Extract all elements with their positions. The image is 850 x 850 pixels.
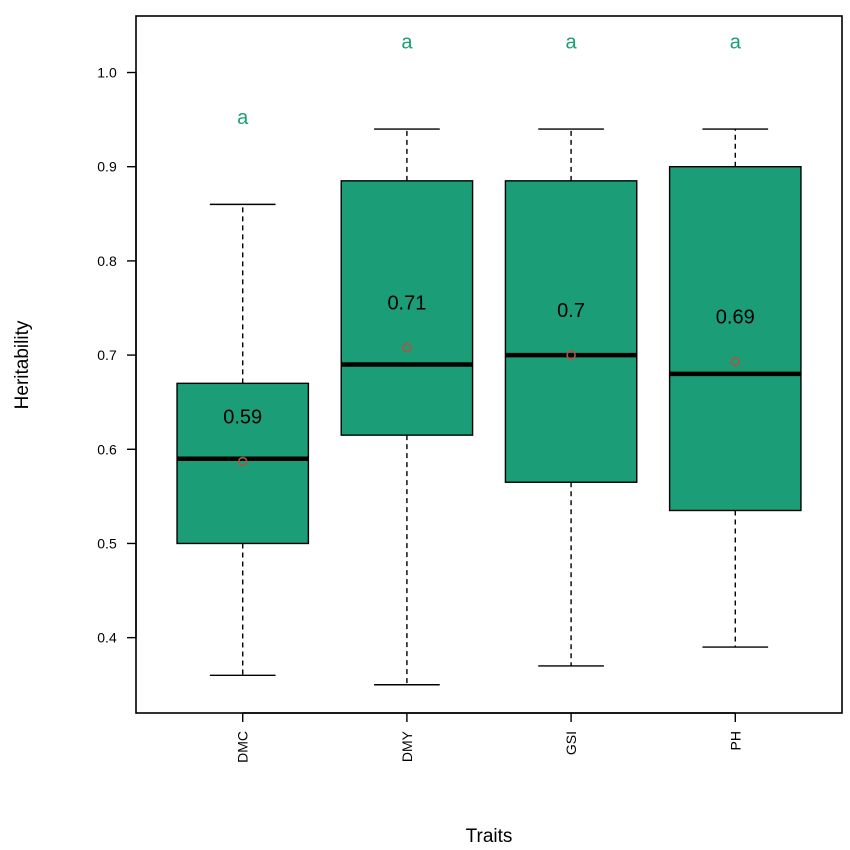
x-tick-label: DMC xyxy=(235,731,251,763)
x-tick-label: DMY xyxy=(399,730,415,762)
box-iqr xyxy=(504,180,638,483)
x-axis: DMC DMY GSI PH xyxy=(235,712,743,763)
x-tick-label: PH xyxy=(727,731,743,750)
mean-label: 0.7 xyxy=(557,300,585,322)
box-group-dmy: 0.71 a xyxy=(340,31,474,686)
mean-marker xyxy=(730,356,741,367)
group-letter: a xyxy=(237,107,249,129)
chart-marks: 0.59 a 0.71 a 0.7 a 0.69 a xyxy=(176,31,802,686)
y-axis-title: Heritability xyxy=(12,320,33,409)
y-axis: 0.4 0.5 0.6 0.7 0.8 0.9 1.0 xyxy=(97,65,137,646)
box-group-dmc: 0.59 a xyxy=(176,107,310,677)
mean-marker xyxy=(237,456,248,467)
mean-label: 0.69 xyxy=(716,307,755,329)
y-tick-label: 0.6 xyxy=(97,441,117,457)
box-iqr xyxy=(176,382,310,545)
group-letter: a xyxy=(730,31,742,53)
x-tick-label: GSI xyxy=(563,731,579,755)
y-tick-label: 0.8 xyxy=(97,253,117,269)
mean-label: 0.71 xyxy=(387,293,426,315)
y-tick-label: 0.9 xyxy=(97,159,117,175)
group-letter: a xyxy=(566,31,578,53)
y-tick-label: 0.4 xyxy=(97,630,117,646)
box-group-ph: 0.69 a xyxy=(668,31,802,648)
y-tick-label: 1.0 xyxy=(97,65,117,81)
mean-label: 0.59 xyxy=(223,407,262,429)
group-letter: a xyxy=(401,31,413,53)
y-tick-label: 0.5 xyxy=(97,535,117,551)
mean-marker xyxy=(402,342,412,353)
box-group-gsi: 0.7 a xyxy=(504,31,638,667)
box-iqr xyxy=(668,166,802,512)
box-iqr xyxy=(340,180,474,436)
mean-marker xyxy=(566,350,576,360)
x-axis-title: Traits xyxy=(466,826,513,847)
y-tick-label: 0.7 xyxy=(97,347,117,363)
